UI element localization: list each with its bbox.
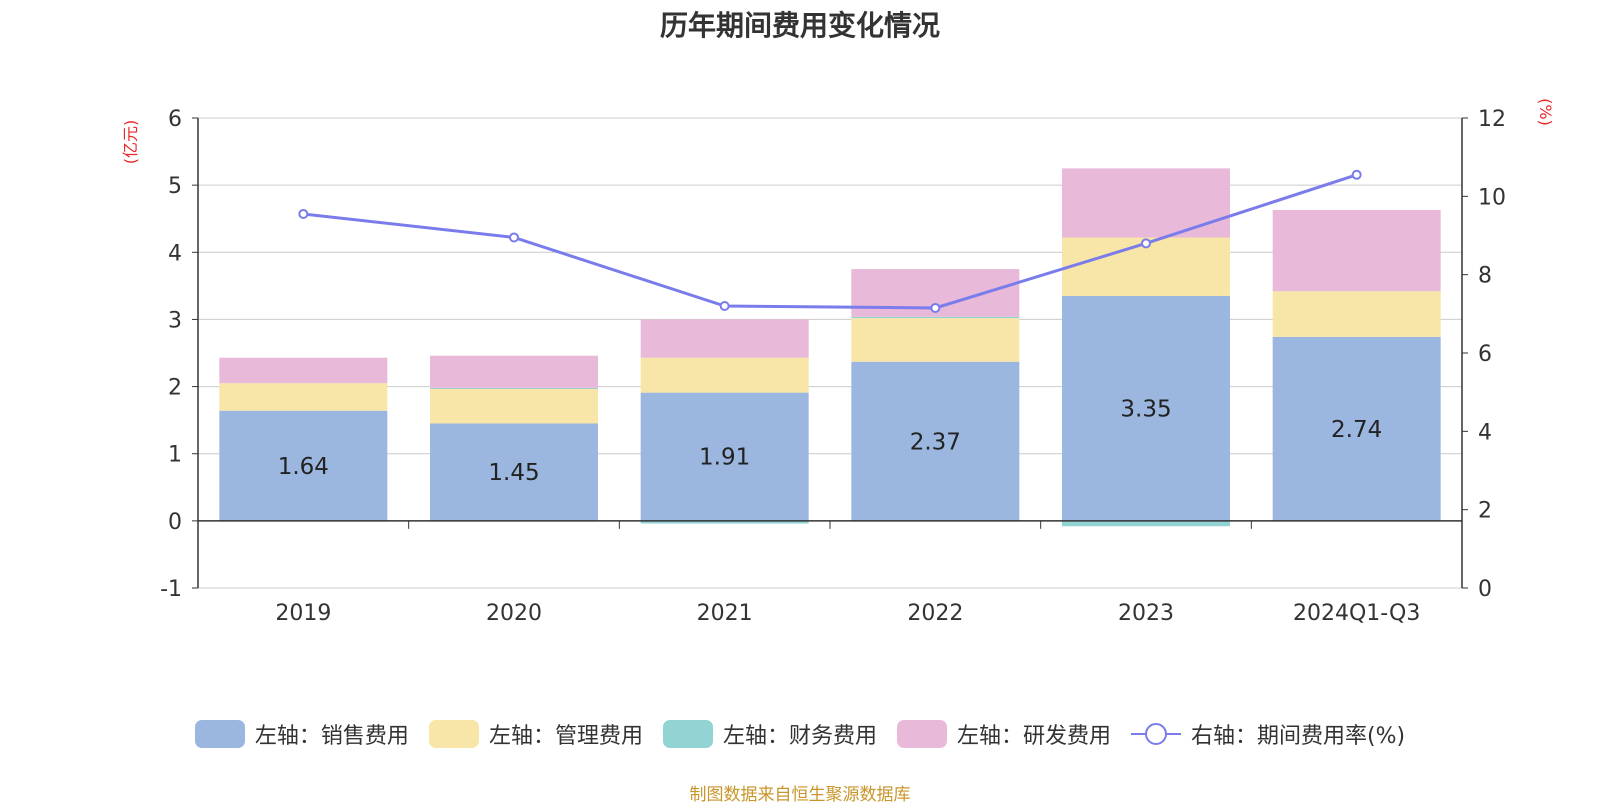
bar-segment bbox=[430, 387, 598, 389]
bar-value-label: 2.74 bbox=[1331, 417, 1382, 443]
bar-value-label: 1.91 bbox=[699, 445, 750, 471]
bar-segment bbox=[1062, 520, 1230, 527]
left-axis-tick-label: -1 bbox=[160, 577, 182, 602]
legend: 左轴：销售费用 左轴：管理费用 左轴：财务费用 左轴：研发费用 右轴：期间费用率(%) bbox=[0, 718, 1600, 750]
legend-label: 左轴：销售费用 bbox=[254, 724, 409, 749]
chart-title: 历年期间费用变化情况 bbox=[659, 9, 940, 42]
bar-segment bbox=[219, 410, 388, 521]
bar-segment bbox=[640, 319, 809, 358]
rate-point bbox=[1351, 169, 1362, 180]
x-axis-category-label: 2022 bbox=[907, 601, 963, 626]
rate-point bbox=[509, 232, 519, 243]
bar-segment bbox=[430, 355, 598, 388]
bar-segment bbox=[219, 357, 388, 384]
left-axis-tick-label: 6 bbox=[168, 107, 182, 132]
x-axis-category-label: 2024Q1-Q3 bbox=[1293, 601, 1420, 626]
legend-swatch bbox=[194, 720, 245, 748]
x-axis-category-label: 2019 bbox=[275, 601, 331, 626]
right-axis-tick-label: 0 bbox=[1478, 577, 1492, 602]
legend-label: 右轴：期间费用率(%) bbox=[1190, 724, 1406, 749]
legend-item[interactable]: 左轴：研发费用 bbox=[896, 718, 1111, 750]
x-axis-category-label: 2021 bbox=[697, 601, 753, 626]
legend-label: 左轴：研发费用 bbox=[956, 724, 1111, 749]
right-axis-tick-label: 12 bbox=[1478, 107, 1506, 132]
right-axis-unit-label: (%) bbox=[1536, 98, 1555, 126]
rate-point bbox=[1141, 238, 1151, 249]
right-axis-tick-label: 10 bbox=[1478, 185, 1506, 210]
right-axis-tick-label: 4 bbox=[1478, 420, 1492, 445]
bar-segment bbox=[640, 392, 809, 521]
legend-swatch bbox=[662, 720, 713, 748]
bar-segment bbox=[851, 318, 1020, 362]
bar-segment bbox=[430, 423, 598, 521]
x-axis-category-label: 2020 bbox=[486, 601, 542, 626]
legend-swatch bbox=[1130, 720, 1181, 748]
bar-segment bbox=[1062, 295, 1230, 521]
bar-segment bbox=[851, 361, 1020, 521]
bar-segment bbox=[640, 357, 809, 393]
bar-value-label: 3.35 bbox=[1120, 396, 1171, 422]
legend-item[interactable]: 左轴：财务费用 bbox=[662, 718, 877, 750]
left-axis-tick-label: 0 bbox=[168, 510, 182, 535]
legend-swatch bbox=[896, 720, 947, 748]
legend-label: 左轴：财务费用 bbox=[722, 724, 877, 749]
data-source-note: 制图数据来自恒生聚源数据库 bbox=[689, 785, 911, 805]
legend-swatch bbox=[428, 720, 479, 748]
bar-segment bbox=[851, 316, 1020, 319]
bar-value-label: 1.64 bbox=[278, 454, 329, 480]
left-axis-tick-label: 1 bbox=[168, 443, 182, 468]
rate-point bbox=[930, 302, 941, 313]
bar-segment bbox=[640, 520, 809, 524]
left-axis-unit-label: (亿元) bbox=[121, 120, 140, 165]
x-axis-category-label: 2023 bbox=[1118, 601, 1174, 626]
right-axis-tick-label: 6 bbox=[1478, 342, 1492, 367]
legend-item[interactable]: 右轴：期间费用率(%) bbox=[1130, 718, 1406, 750]
left-axis-tick-label: 2 bbox=[168, 376, 182, 401]
bar-segment bbox=[1272, 336, 1441, 521]
bar-segment bbox=[1272, 209, 1441, 292]
legend-item[interactable]: 左轴：管理费用 bbox=[428, 718, 643, 750]
rate-point bbox=[719, 301, 730, 311]
rate-point bbox=[298, 208, 309, 219]
rate-line bbox=[303, 173, 1358, 310]
bar-segment bbox=[219, 383, 388, 411]
bar-segment bbox=[430, 388, 598, 424]
bar-value-label: 1.45 bbox=[488, 460, 539, 486]
bar-segment bbox=[1062, 168, 1230, 238]
bar-value-label: 2.37 bbox=[910, 429, 961, 455]
bar-segment bbox=[1272, 291, 1441, 337]
left-axis-tick-label: 3 bbox=[168, 308, 182, 333]
right-axis-tick-label: 2 bbox=[1478, 499, 1492, 524]
legend-label: 左轴：管理费用 bbox=[488, 724, 643, 749]
left-axis-tick-label: 4 bbox=[168, 241, 182, 266]
legend-item[interactable]: 左轴：销售费用 bbox=[194, 718, 409, 750]
right-axis-tick-label: 8 bbox=[1478, 264, 1492, 289]
left-axis-tick-label: 5 bbox=[168, 174, 182, 199]
